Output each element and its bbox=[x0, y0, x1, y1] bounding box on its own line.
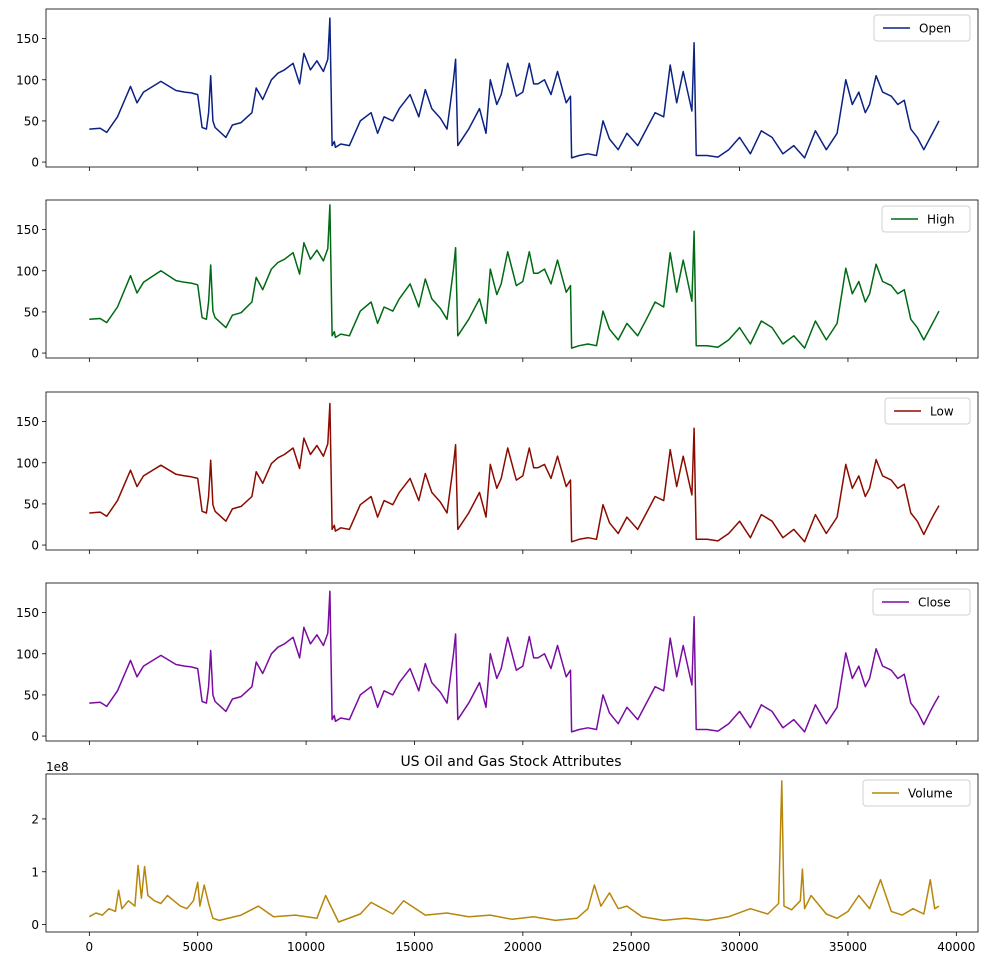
legend-label: Volume bbox=[908, 787, 953, 801]
subplot-volume: 0 1 2 0 5000 10000 15000 20000 25000 30000 35000 40… bbox=[31, 773, 979, 954]
legend-box bbox=[884, 397, 971, 425]
y-tick-label: 0 bbox=[31, 730, 39, 744]
y-tick-label: 100 bbox=[16, 264, 39, 278]
y-tick-label: 0 bbox=[31, 918, 39, 932]
y-tick-label: 150 bbox=[16, 606, 39, 620]
y-tick-label: 2 bbox=[31, 812, 39, 826]
axes-frame bbox=[45, 8, 979, 168]
x-tick-label: 10000 bbox=[287, 940, 325, 954]
y-tick-label: 0 bbox=[31, 347, 39, 361]
legend-label: Low bbox=[930, 405, 954, 419]
y-tick-label: 100 bbox=[16, 456, 39, 470]
axes-frame bbox=[45, 773, 979, 933]
y-tick-label: 0 bbox=[31, 156, 39, 170]
chart-title: US Oil and Gas Stock Attributes bbox=[400, 754, 621, 770]
legend-label: Close bbox=[918, 596, 951, 610]
subplot-open: 0 50 100 150 Open bbox=[16, 8, 979, 171]
y-tick-label: 50 bbox=[24, 688, 39, 702]
x-tick-label: 40000 bbox=[937, 940, 975, 954]
y-tick-label: 50 bbox=[24, 305, 39, 319]
series-line-close bbox=[89, 590, 940, 733]
x-tick-label: 15000 bbox=[395, 940, 433, 954]
series-line-volume bbox=[88, 780, 940, 923]
legend-box bbox=[881, 205, 971, 233]
y-tick-label: 100 bbox=[16, 73, 39, 87]
y-tick-label: 150 bbox=[16, 415, 39, 429]
y-tick-label: 0 bbox=[31, 539, 39, 553]
legend-box bbox=[873, 14, 971, 42]
subplot-close: 0 50 100 150 Close bbox=[16, 582, 979, 745]
legend-box bbox=[872, 588, 971, 616]
y-tick-label: 50 bbox=[24, 114, 39, 128]
axes-frame bbox=[45, 391, 979, 551]
legend-box bbox=[862, 779, 971, 807]
y-tick-label: 150 bbox=[16, 223, 39, 237]
subplot-low: 0 50 100 150 Low bbox=[16, 391, 979, 554]
x-tick-label: 25000 bbox=[612, 940, 650, 954]
y-tick-label: 100 bbox=[16, 647, 39, 661]
x-tick-label: 20000 bbox=[504, 940, 542, 954]
y-tick-label: 1 bbox=[31, 865, 39, 879]
series-line-open bbox=[89, 17, 940, 159]
x-tick-label: 5000 bbox=[182, 940, 213, 954]
series-line-low bbox=[89, 402, 940, 543]
legend-label: High bbox=[927, 213, 955, 227]
x-tick-label: 35000 bbox=[829, 940, 867, 954]
y-tick-label: 150 bbox=[16, 32, 39, 46]
axes-frame bbox=[45, 199, 979, 359]
series-line-high bbox=[89, 204, 940, 349]
x-tick-label: 0 bbox=[86, 940, 94, 954]
subplot-high: 0 50 100 150 High bbox=[16, 199, 979, 362]
legend-label: Open bbox=[919, 22, 951, 36]
x-tick-label: 30000 bbox=[720, 940, 758, 954]
volume-exponent-label: 1e8 bbox=[46, 760, 69, 774]
y-tick-label: 50 bbox=[24, 497, 39, 511]
axes-frame bbox=[45, 582, 979, 742]
